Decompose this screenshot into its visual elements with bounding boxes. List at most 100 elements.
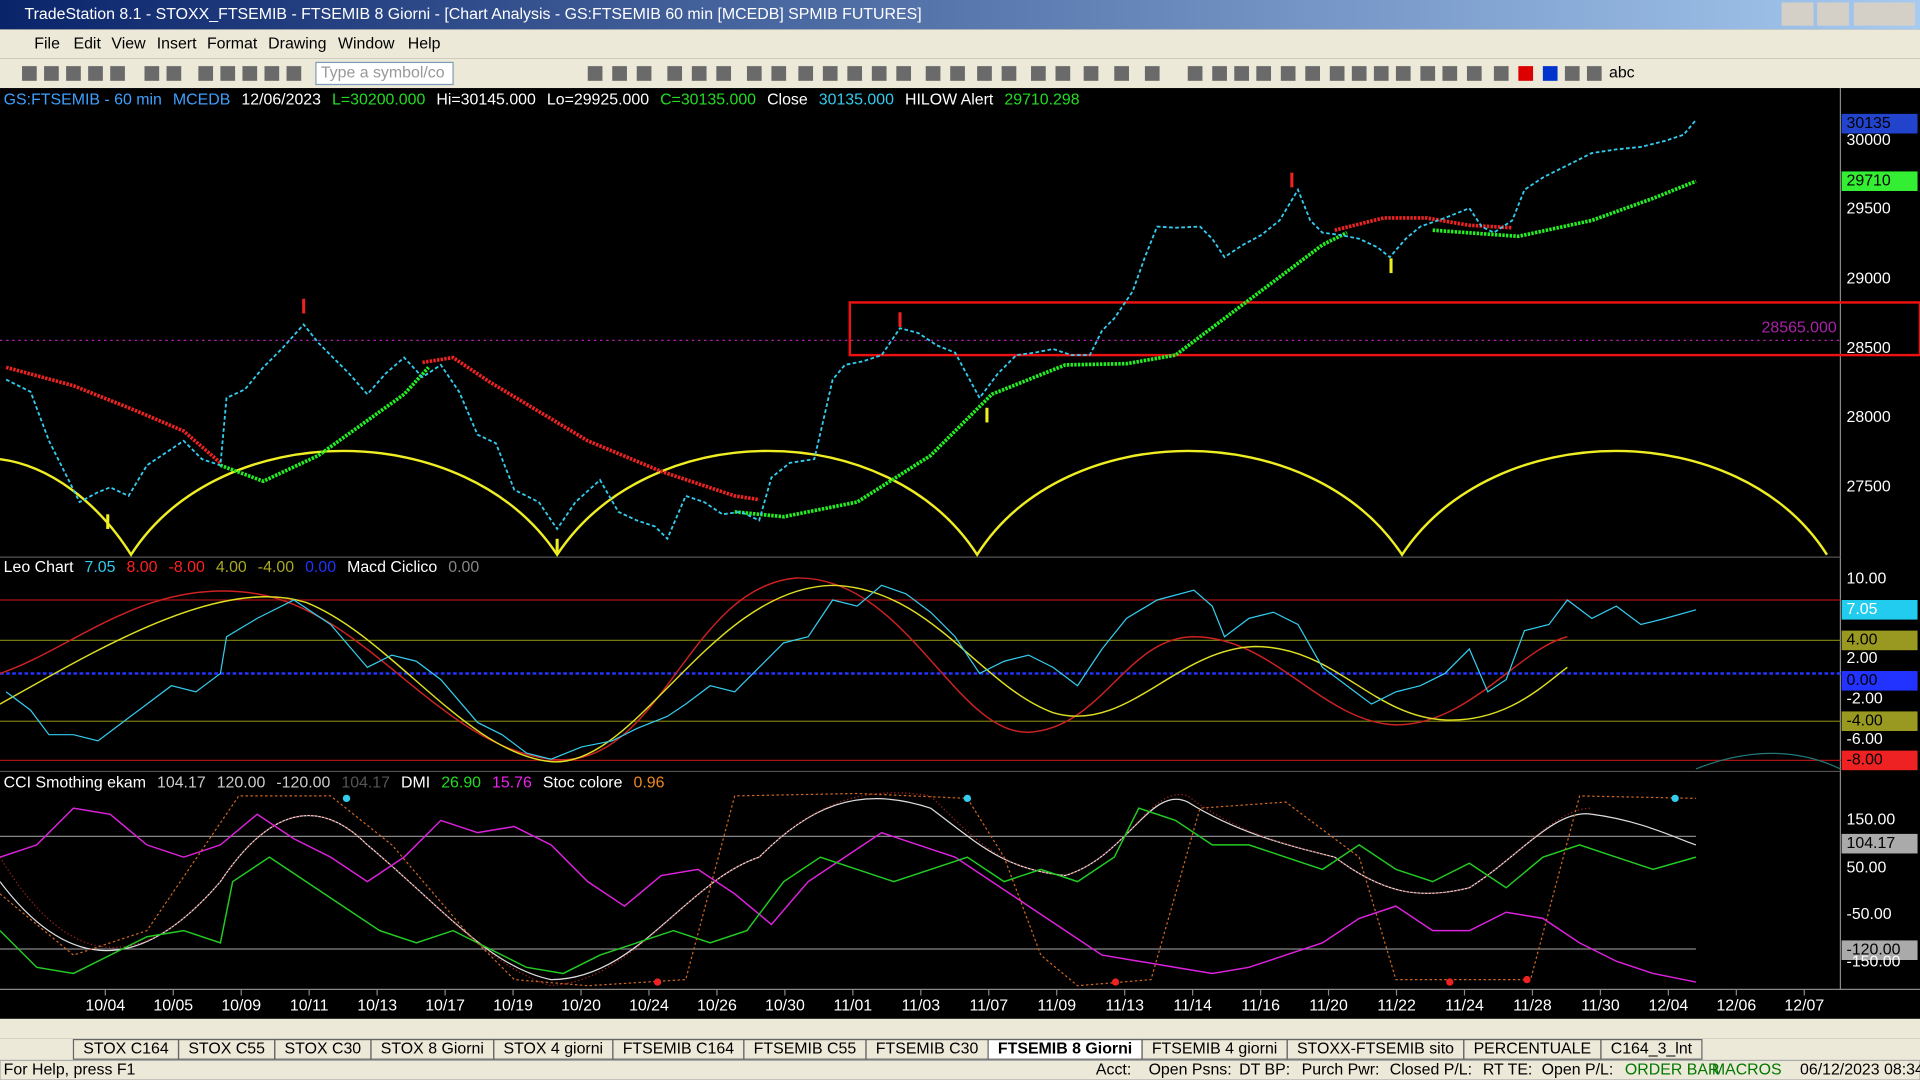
date-label: 11/22 [1377,998,1416,1015]
sheet-tab[interactable]: FTSEMIB 4 giorni [1152,1041,1278,1058]
pane-legend: GS:FTSEMIB - 60 min MCEDB 12/06/2023 L=3020… [4,92,1080,109]
date-label: 11/14 [1173,998,1212,1015]
axis-badge [1841,940,1918,960]
axis-label: 104.17 [1847,835,1896,852]
pane-legend: Leo Chart 7.05 8.00 -8.00 4.00 -4.00 0.00 Macd … [4,559,480,576]
sheet-tab[interactable]: STOX C164 [83,1041,169,1058]
trend-line-green [734,231,1348,519]
legend-item: 4.00 [216,559,247,576]
text-tool[interactable]: abc [1609,65,1635,82]
axis-label: 30000 [1847,132,1891,149]
axis-badge [1841,671,1918,691]
status-item: ORDER BAR [1625,1061,1720,1078]
legend-item: Close [767,92,808,109]
status-item: Purch Pwr: [1302,1061,1380,1078]
menu-item[interactable]: Help [408,35,441,52]
status-item: Open Psns: [1149,1061,1232,1078]
legend-item: -4.00 [258,559,294,576]
legend-item: DMI [401,775,430,792]
menu-item[interactable]: View [111,35,146,52]
legend-item: L=30200.000 [332,92,425,109]
menu-item[interactable]: Edit [73,35,101,52]
sheet-tab[interactable]: PERCENTUALE [1474,1041,1592,1058]
axis-label: 4.00 [1847,632,1878,649]
sheet-tab[interactable]: FTSEMIB C164 [623,1041,735,1058]
signal-line [0,584,1568,763]
menu-item[interactable]: File [34,35,60,52]
sheet-tab[interactable]: STOX 4 giorni [503,1041,603,1058]
menu: File Edit View Insert Format Drawing Window Hel… [34,35,440,52]
date-label: 10/26 [697,998,737,1015]
axis-label: 150.00 [1847,812,1896,829]
sheet-tab[interactable]: C164_3_lnt [1611,1041,1693,1058]
date-label: 10/24 [629,998,669,1015]
menu-bar [0,29,1920,59]
status-item: RT TE: [1483,1061,1533,1078]
legend-item: MCEDB [173,92,230,109]
axis-badge [1841,833,1918,854]
date-label: 10/04 [85,998,125,1015]
legend-item: Stoc colore [543,775,623,792]
sheet-tab[interactable]: STOX 8 Giorni [381,1041,484,1058]
date-label: 11/28 [1513,998,1552,1015]
axis-badge [1841,600,1918,620]
axis-label: -8.00 [1847,752,1883,769]
axis-label: 10.00 [1847,570,1887,587]
legend-item: -8.00 [169,559,205,576]
menu-item[interactable]: Window [338,35,395,52]
sheet-tab[interactable]: STOXX-FTSEMIB sito [1297,1041,1454,1058]
date-label: 10/20 [561,998,601,1015]
sheet-tab[interactable]: FTSEMIB 8 Giorni [998,1041,1132,1058]
projection-curve [1695,752,1841,770]
status-item: DT BP: [1239,1061,1290,1078]
trend-line-red [1334,216,1513,232]
trend-line-green [219,366,430,484]
price-line [5,119,1697,541]
legend-item: 12/06/2023 [241,92,321,109]
date-label: 10/11 [290,998,329,1015]
axis-label: -6.00 [1847,731,1883,748]
sheet-tab[interactable]: FTSEMIB C55 [754,1041,857,1058]
legend-item: Leo Chart [4,559,74,576]
axis-label: -50.00 [1847,906,1892,923]
status-item: Acct: [1096,1061,1131,1078]
date-label: 11/30 [1581,998,1620,1015]
level-label: 28565.000 [1762,319,1837,336]
axis-label: 29000 [1847,270,1891,287]
toolbar-icons [22,66,1602,81]
axis-badge [1841,750,1918,771]
horizontal-scrollbar[interactable] [0,1018,1920,1039]
maximize-button[interactable] [1817,2,1849,26]
sheet-tab[interactable]: FTSEMIB C30 [876,1041,979,1058]
axis-label: 2.00 [1847,650,1878,667]
status-item: Open P/L: [1542,1061,1614,1078]
status-item: Closed P/L: [1390,1061,1472,1078]
legend-item: 104.17 [341,775,390,792]
axis-label: -2.00 [1847,690,1883,707]
date-label: 11/03 [902,998,941,1015]
menu-item[interactable]: Drawing [268,35,326,52]
axis-badge [1841,630,1918,651]
date-label: 11/01 [834,998,873,1015]
title-bar [0,0,1920,30]
date-label: 10/13 [357,998,397,1015]
minimize-button[interactable] [1781,2,1814,26]
menu-item[interactable]: Format [207,35,258,52]
date-label: 11/24 [1445,998,1484,1015]
axis-label: 27500 [1847,479,1891,496]
symbol-input[interactable] [315,61,454,86]
tab-bar [0,1038,1920,1061]
close-button[interactable] [1853,2,1916,26]
axis-label: 28000 [1847,409,1891,426]
legend-item: GS:FTSEMIB - 60 min [4,92,162,109]
sheet-tab[interactable]: STOX C55 [188,1041,265,1058]
menu-item[interactable]: Insert [157,35,197,52]
axis-label: -4.00 [1847,712,1883,729]
axis-badge [1841,711,1918,732]
axis-label: 28500 [1847,340,1891,357]
sheet-tab[interactable]: STOX C30 [285,1041,362,1058]
cycle-arches [0,449,1828,557]
signal-arrows [106,172,1393,554]
status-item: MACROS [1712,1061,1782,1078]
